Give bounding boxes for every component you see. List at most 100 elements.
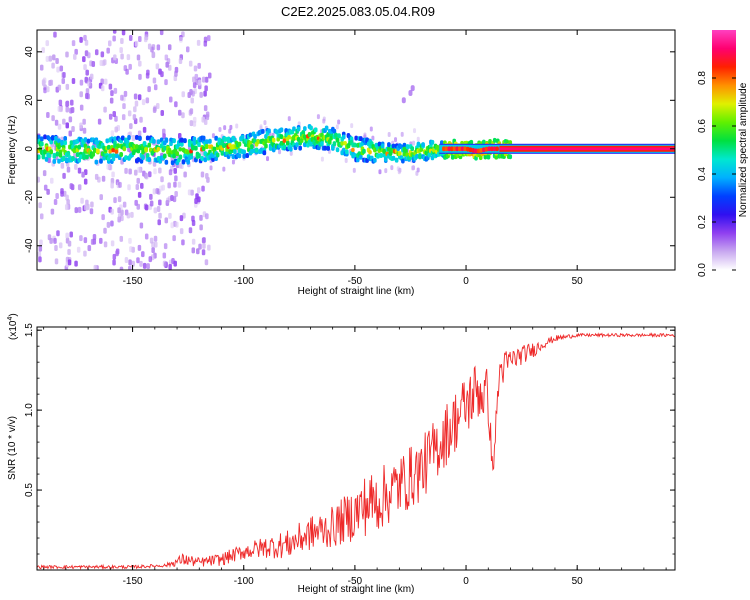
spectrogram-noise-cell [91,61,96,68]
spectrogram-noise-cell [387,132,391,138]
spectrogram-noise-cell [50,177,54,184]
colorbar: 0.0 0.2 0.4 0.6 0.8 Normalized spectral ampl… [697,30,749,277]
spectrogram-noise-cell [344,157,348,163]
spectrogram-ridge-cell [256,139,260,145]
spectrogram-noise-cell [156,206,161,213]
spectrogram-ridge-cell [427,152,432,158]
spectrogram-ridge-cell [242,153,246,159]
spectrogram-noise-cell [201,237,206,244]
spectrogram-noise-cell [138,36,142,43]
spectrogram-noise-cell [94,49,99,56]
spectrogram-noise-cell [100,85,105,92]
spectrogram-noise-cell [154,241,158,248]
spectrogram-noise-cell [152,188,157,195]
spectrogram-noise-cell [43,87,47,94]
spectrogram-noise-cell [39,239,43,246]
spectrogram-ridge-cell [214,135,218,141]
spectrogram-ridge-cell [170,160,175,166]
spectrogram-ridge-cell [382,148,387,154]
spectrogram-ridge-cell [447,146,451,152]
spectrogram-ridge-cell [40,141,44,147]
spectrogram-noise-cell [148,256,153,263]
spectrogram-ridge-cell [205,144,209,150]
spectrogram-noise-cell [69,231,73,238]
spectrogram-ridge-cell [296,126,301,132]
spectrogram-noise-cell [259,124,263,130]
spectrogram-ridge-cell [332,141,337,147]
spectrogram-noise-cell [89,73,94,80]
spectrogram-ridge-cell [352,142,357,148]
spectrogram-noise-cell [101,175,106,182]
spectrogram-noise-cell [192,116,197,123]
spectrogram-ridge-cell [444,146,449,152]
spectrogram-noise-cell [89,208,94,215]
spectrogram-noise-cell [397,169,401,175]
spectrogram-ridge-cell [391,155,396,161]
spectrogram-ridge-cell [341,134,346,140]
spectrogram-noise-cell [322,118,326,124]
spectrogram-ridge-cell [362,148,366,154]
spectrogram-ridge-cell [292,126,296,132]
spectrogram-noise-cell [108,164,113,171]
spectrogram-ridge-cell [134,134,139,140]
spectrogram-noise-cell [112,35,116,42]
spectrogram-noise-cell [41,47,45,54]
spectrogram-noise-cell [43,184,48,191]
spectrogram-ridge-cell [120,135,125,141]
spectrogram-ridge-cell [164,159,169,165]
spectrogram-noise-cell [263,120,267,126]
spectrogram-noise-cell [162,260,167,267]
spectrogram-ridge-cell [368,149,372,155]
spectrogram-noise-cell [66,199,70,206]
snr-background [37,327,675,570]
spectrogram-ridge-cell [335,137,340,143]
spectrogram-noise-cell [178,109,182,116]
x-tick-label: -100 [234,576,254,587]
spectrogram-noise-cell [196,187,201,194]
spectrogram-noise-cell [411,165,415,171]
spectrogram-noise-cell [170,195,174,202]
spectrogram-noise-cell [151,247,155,254]
spectrogram-ridge-cell [69,140,74,146]
spectrogram-ridge-cell [282,138,287,143]
spectrogram-noise-cell [53,198,58,205]
spectrogram-noise-cell [66,166,71,173]
y-tick-label: 0 [24,146,35,152]
spectrogram-noise-cell [159,30,164,36]
spectrogram-noise-cell [129,246,133,253]
spectrogram-noise-cell [416,136,420,142]
y-tick-label: 20 [24,94,35,106]
spectrogram-noise-cell [174,101,178,108]
spectrogram-marks [37,30,675,270]
spectrogram-noise-cell [162,128,166,135]
spectrogram-noise-cell [122,103,126,110]
spectrogram-noise-cell [235,123,239,129]
spectrogram-noise-cell [49,237,53,244]
spectrogram-noise-cell [112,253,117,260]
spectrogram-ridge-cell [60,140,64,146]
spectrogram-noise-cell [144,173,149,180]
spectrogram-noise-cell [42,77,47,84]
spectrogram-noise-cell [65,232,69,239]
spectrogram-noise-cell [142,126,147,133]
spectrogram-ridge-cell [476,148,481,154]
spectrogram-noise-cell [201,185,205,192]
spectrogram-noise-cell [123,90,128,97]
spectrogram-noise-cell [57,123,62,130]
spectrogram-noise-cell [181,239,185,246]
spectrogram-noise-cell [198,243,202,250]
colorbar-scale [712,30,736,270]
spectrogram-noise-cell [137,166,141,173]
spectrogram-noise-cell [160,109,164,116]
spectrogram-noise-cell [166,197,170,204]
spectrogram-noise-cell [136,177,140,184]
spectrogram-noise-cell [133,106,137,113]
spectrogram-ridge-cell [237,153,242,159]
spectrogram-noise-cell [79,235,83,242]
spectrogram-noise-cell [197,196,201,203]
spectrogram-ridge-cell [192,140,197,146]
spectrogram-panel: -150 -100 -50 0 50 -40 -20 0 20 40 Height of str… [7,29,676,297]
spectrogram-noise-cell [200,171,205,178]
spectrogram-noise-cell [141,251,145,258]
spectrogram-noise-cell [76,246,81,253]
